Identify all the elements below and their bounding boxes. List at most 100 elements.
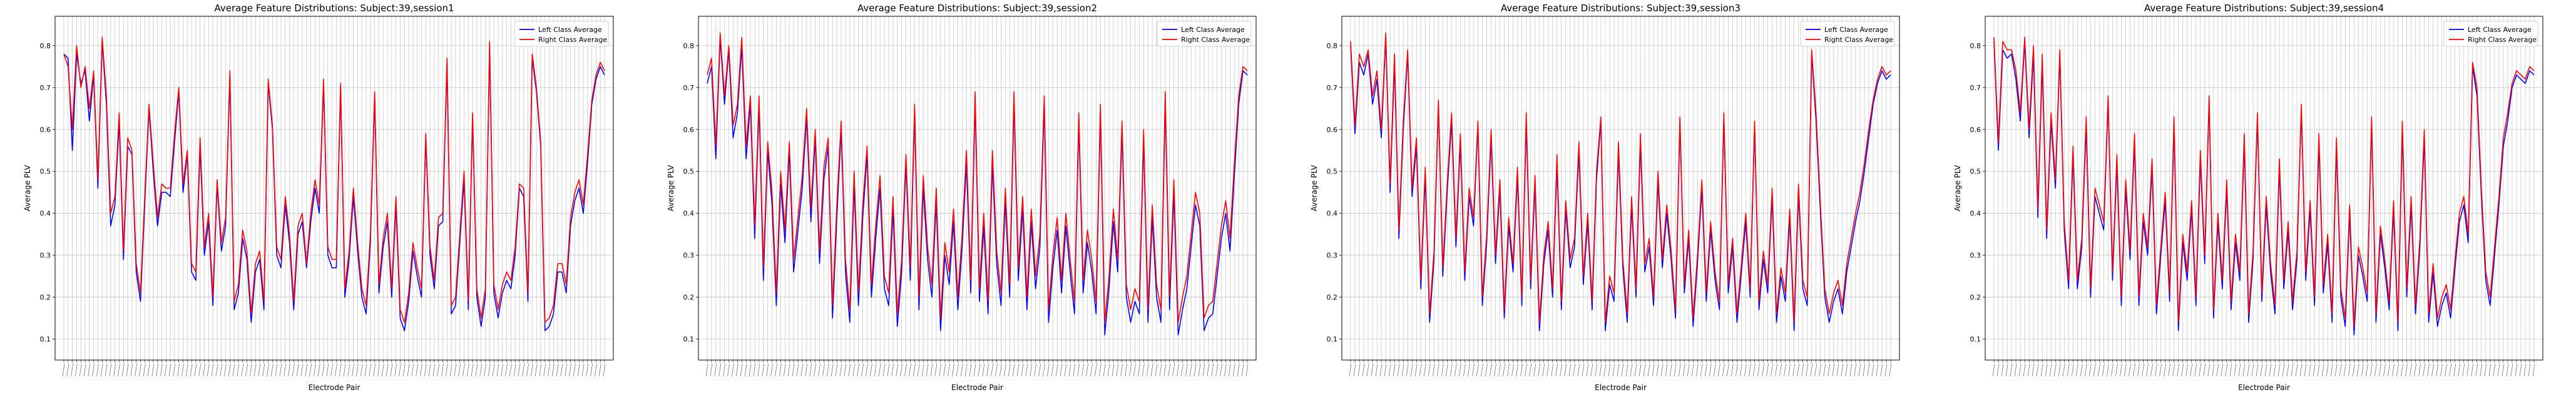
x-tick-label [2216, 363, 2219, 377]
x-tick-label [2396, 363, 2399, 377]
x-tick-label [2295, 363, 2298, 377]
x-tick-label [173, 363, 176, 377]
x-tick-label [2506, 363, 2509, 377]
x-tick-label [1366, 363, 1369, 377]
x-tick-label [1481, 363, 1483, 377]
y-tick-label: 0.2 [40, 294, 51, 302]
x-tick-label [467, 363, 469, 377]
x-tick-label [787, 363, 790, 377]
x-tick-label [2062, 363, 2065, 377]
legend-label: Left Class Average [1181, 26, 1245, 34]
x-tick-label [1494, 363, 1496, 377]
x-tick-label [2515, 363, 2518, 377]
x-tick-label [1193, 363, 1197, 377]
x-tick-label [484, 363, 486, 377]
x-tick-label [220, 363, 223, 377]
x-tick-label [1245, 363, 1249, 377]
x-tick-label [1889, 363, 1892, 377]
x-tick-label [1476, 363, 1479, 377]
x-tick-label [1077, 363, 1080, 377]
x-tick-label [2299, 363, 2303, 377]
x-tick-label [2150, 363, 2153, 377]
x-tick-label [917, 363, 920, 377]
x-tick-label [203, 363, 205, 377]
x-tick-label [2431, 363, 2434, 377]
x-tick-label [492, 363, 495, 377]
x-tick-label [1533, 363, 1536, 377]
x-tick-label [1068, 363, 1071, 377]
x-tick-label [874, 363, 877, 377]
y-axis-label: Average PLV [1953, 165, 1962, 212]
x-tick-label [1220, 363, 1222, 377]
x-tick-label [1996, 363, 2000, 377]
x-tick-label [1237, 363, 1240, 377]
x-tick-label [1762, 363, 1764, 377]
y-tick-label: 0.1 [40, 336, 51, 344]
x-tick-label [2480, 363, 2483, 377]
x-tick-label [882, 363, 886, 377]
x-tick-label [1718, 363, 1720, 377]
x-tick-label [2488, 363, 2492, 377]
x-tick-label [1511, 363, 1514, 377]
x-tick-label [488, 363, 491, 377]
x-tick-label [1647, 363, 1650, 377]
x-tick-label [284, 363, 287, 377]
x-tick-label [1112, 363, 1115, 377]
x-tick-label [279, 363, 282, 377]
x-tick-label [386, 363, 389, 377]
x-tick-label [1832, 363, 1835, 377]
x-tick-label [2107, 363, 2109, 377]
x-tick-label [852, 363, 856, 377]
x-tick-label [2238, 363, 2241, 377]
x-tick-label [2308, 363, 2311, 377]
x-tick-label [126, 363, 129, 377]
y-tick-label: 0.2 [1970, 294, 1981, 302]
x-tick-label [424, 363, 427, 377]
x-tick-label [1520, 363, 1523, 377]
x-tick-label [1215, 363, 1218, 377]
x-tick-label [757, 363, 760, 377]
x-tick-label [271, 363, 273, 377]
x-tick-label [822, 363, 825, 377]
x-tick-label [296, 363, 299, 377]
x-tick-label [857, 363, 859, 377]
x-tick-label [458, 363, 461, 377]
x-tick-label [2032, 363, 2035, 377]
x-tick-label [1004, 363, 1006, 377]
x-tick-label [732, 363, 734, 377]
x-tick-label [969, 363, 972, 377]
x-tick-label [2317, 363, 2320, 377]
x-tick-label [1841, 363, 1844, 377]
x-tick-label [2120, 363, 2122, 377]
y-tick-label: 0.8 [40, 42, 51, 50]
x-tick-label [2142, 363, 2144, 377]
x-tick-label [330, 363, 333, 377]
x-tick-label [1674, 363, 1677, 377]
x-tick-label [190, 363, 193, 377]
x-tick-label [2440, 363, 2443, 377]
x-tick-label [991, 363, 993, 377]
x-tick-label [783, 363, 786, 377]
x-tick-label [2085, 363, 2087, 377]
x-tick-label [2194, 363, 2197, 377]
x-tick-label [1163, 363, 1167, 377]
y-tick-label: 0.7 [683, 84, 695, 92]
x-tick-label [2001, 363, 2004, 377]
x-tick-label [215, 363, 218, 377]
x-tick-label [1086, 363, 1088, 377]
x-tick-label [164, 363, 167, 377]
x-tick-label [1849, 363, 1853, 377]
x-tick-label [2277, 363, 2281, 377]
x-tick-label [399, 363, 401, 377]
x-tick-label [1735, 363, 1738, 377]
x-tick-label [2286, 363, 2289, 377]
x-tick-label [2497, 363, 2500, 377]
x-tick-label [2207, 363, 2211, 377]
y-tick-label: 0.6 [683, 126, 695, 134]
x-tick-label [878, 363, 881, 377]
x-tick-label [1202, 363, 1205, 377]
x-tick-label [194, 363, 197, 377]
x-tick-label [1814, 363, 1817, 377]
x-tick-label [275, 363, 278, 377]
x-tick-label [211, 363, 214, 377]
